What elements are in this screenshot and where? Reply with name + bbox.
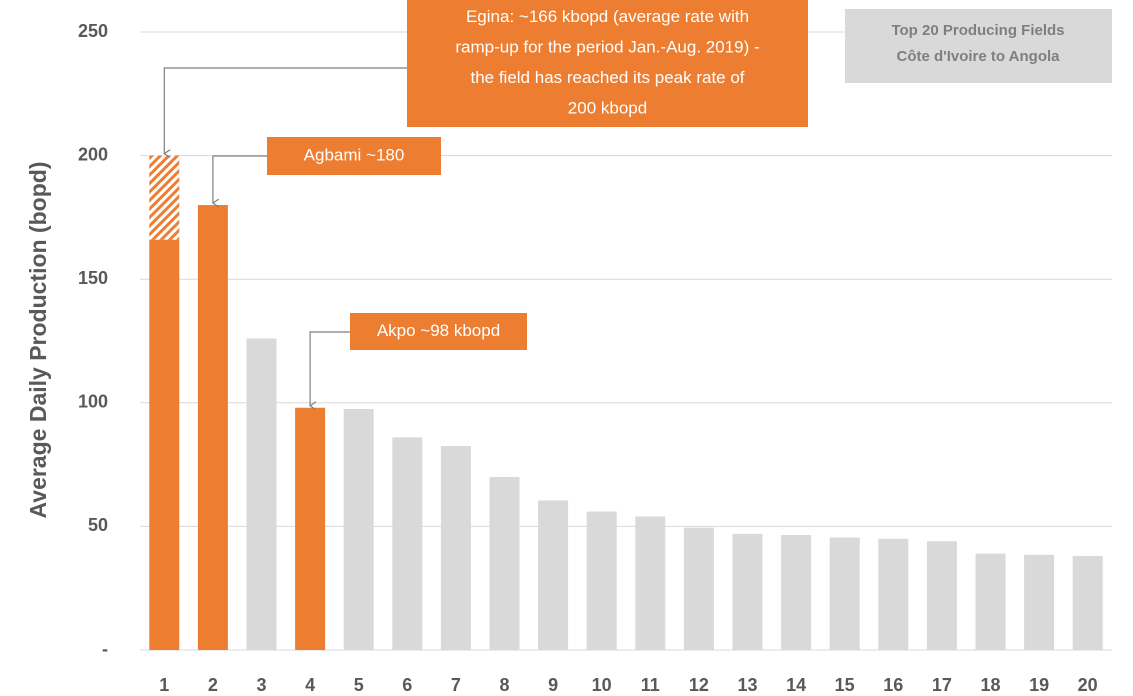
bar (926, 541, 957, 650)
info-text: Côte d'Ivoire to Angola (896, 48, 1060, 65)
bar (732, 533, 763, 650)
annotation-text: ramp-up for the period Jan.-Aug. 2019) - (455, 38, 759, 57)
y-tick-label: 50 (88, 515, 108, 535)
bar (635, 516, 666, 650)
y-tick-label: 100 (78, 392, 108, 412)
y-tick-label: 200 (78, 144, 108, 164)
annotation-text: Egina: ~166 kbopd (average rate with (466, 7, 749, 26)
bar (295, 407, 326, 650)
x-tick-label: 16 (883, 675, 903, 695)
bar (392, 437, 423, 650)
bar (440, 446, 471, 650)
x-tick-label: 2 (208, 675, 218, 695)
x-tick-label: 19 (1029, 675, 1049, 695)
x-tick-label: 14 (786, 675, 806, 695)
x-tick-label: 10 (592, 675, 612, 695)
y-tick-label: 150 (78, 268, 108, 288)
info-text: Top 20 Producing Fields (891, 22, 1064, 39)
x-tick-label: 7 (451, 675, 461, 695)
bar (683, 527, 714, 650)
x-tick-label: 11 (641, 675, 660, 695)
bar (781, 535, 812, 650)
y-tick-label: 250 (78, 21, 108, 41)
annotation-connector (164, 67, 407, 154)
bar (538, 500, 569, 650)
annotation-box (267, 137, 441, 175)
bar-segment-hatched (149, 155, 180, 240)
annotation-box (350, 313, 527, 350)
x-tick-label: 20 (1078, 675, 1098, 695)
bar (829, 537, 860, 650)
bar (878, 538, 909, 650)
x-tick-label: 13 (737, 675, 757, 695)
x-tick-label: 18 (980, 675, 1000, 695)
bar (197, 205, 228, 651)
y-tick-label: - (102, 639, 108, 659)
bar (975, 553, 1006, 650)
x-tick-label: 5 (354, 675, 364, 695)
annotation-text: 200 kbopd (568, 99, 647, 118)
bar (1024, 554, 1055, 650)
annotation-connector (310, 331, 350, 406)
x-tick-label: 12 (689, 675, 709, 695)
y-axis-title: Average Daily Production (bopd) (25, 162, 51, 519)
bar (1072, 556, 1103, 650)
bar (489, 476, 520, 650)
bar (343, 408, 374, 650)
x-tick-label: 8 (499, 675, 509, 695)
bar (149, 239, 180, 650)
info-box (845, 9, 1112, 83)
x-tick-label: 4 (305, 675, 315, 695)
bar (586, 511, 617, 650)
x-tick-label: 6 (402, 675, 412, 695)
x-tick-label: 1 (159, 675, 169, 695)
bar (246, 338, 277, 650)
annotation-text: the field has reached its peak rate of (470, 68, 744, 87)
annotation-text: Agbami ~180 (304, 145, 405, 164)
annotation-box (407, 0, 808, 127)
annotation-connector (213, 155, 267, 203)
annotation-text: Akpo ~98 kbopd (377, 321, 500, 340)
x-tick-label: 9 (548, 675, 558, 695)
x-tick-label: 17 (932, 675, 952, 695)
x-tick-label: 3 (256, 675, 266, 695)
x-tick-label: 15 (835, 675, 855, 695)
